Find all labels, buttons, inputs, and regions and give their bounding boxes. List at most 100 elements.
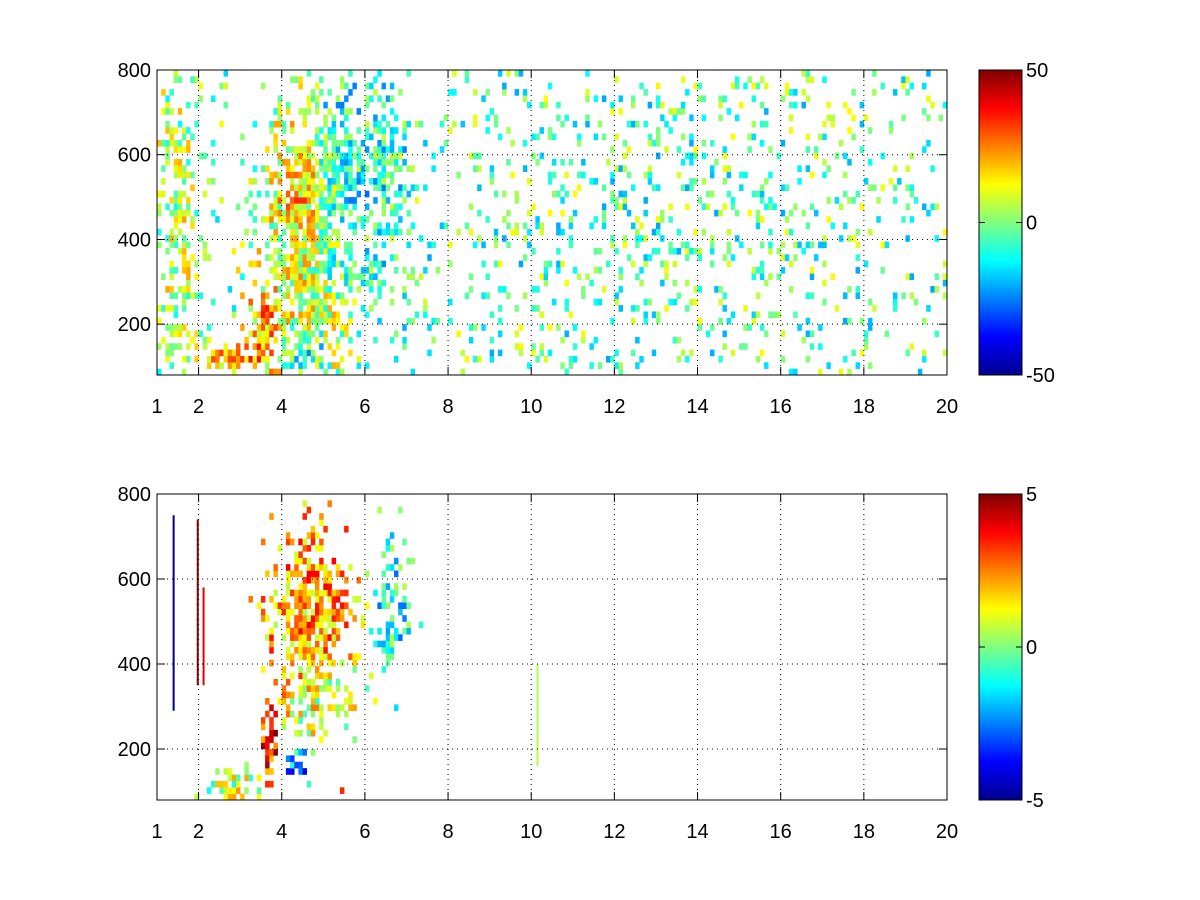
heatmap-cell xyxy=(364,190,370,198)
heatmap-cell xyxy=(581,286,586,293)
heatmap-cell xyxy=(331,197,337,204)
heatmap-cell xyxy=(414,279,420,287)
heatmap-cell xyxy=(381,583,386,590)
heatmap-cell xyxy=(344,241,349,249)
heatmap-cell xyxy=(285,615,291,622)
heatmap-cell xyxy=(922,355,927,363)
heatmap-cell xyxy=(273,139,278,147)
heatmap-cell xyxy=(730,254,736,261)
heatmap-cell xyxy=(572,190,578,198)
x-tick-label: 4 xyxy=(276,396,287,418)
heatmap-cell xyxy=(942,292,948,300)
heatmap-cell xyxy=(269,627,274,635)
heatmap-cell xyxy=(901,216,906,223)
heatmap-cell xyxy=(576,133,582,141)
heatmap-cell xyxy=(285,621,291,629)
heatmap-cell xyxy=(273,336,278,344)
heatmap-cell xyxy=(410,273,416,280)
heatmap-cell xyxy=(643,298,648,306)
heatmap-cell xyxy=(319,178,324,185)
heatmap-cell xyxy=(847,317,852,325)
heatmap-cell xyxy=(930,165,935,172)
heatmap-cell xyxy=(223,780,228,788)
heatmap-cell xyxy=(335,336,341,344)
heatmap-cell xyxy=(518,260,524,268)
heatmap-cell xyxy=(219,780,224,788)
heatmap-cell xyxy=(718,114,723,122)
heatmap-cell xyxy=(339,324,345,331)
heatmap-cell xyxy=(593,266,599,274)
heatmap-cell xyxy=(181,178,187,185)
heatmap-cell xyxy=(423,184,428,192)
heatmap-cell xyxy=(477,152,482,160)
heatmap-cell xyxy=(157,317,162,325)
heatmap-cell xyxy=(315,672,320,680)
heatmap-cell xyxy=(888,120,894,128)
heatmap-cell xyxy=(186,127,191,134)
heatmap-cell xyxy=(643,235,648,242)
heatmap-cell xyxy=(339,704,345,712)
heatmap-cell xyxy=(339,787,345,794)
heatmap-cell xyxy=(855,254,860,261)
heatmap-cell xyxy=(847,197,852,204)
heatmap-cell xyxy=(306,330,312,338)
heatmap-cell xyxy=(331,557,337,565)
heatmap-cell xyxy=(290,146,295,153)
heatmap-cell xyxy=(294,266,299,274)
heatmap-cell xyxy=(315,292,320,300)
heatmap-cell xyxy=(402,538,407,546)
heatmap-cell xyxy=(697,286,702,293)
heatmap-cell xyxy=(818,324,823,331)
heatmap-cell xyxy=(331,203,337,211)
heatmap-cell xyxy=(581,158,586,166)
heatmap-cell xyxy=(822,298,827,306)
heatmap-cell xyxy=(302,279,307,287)
heatmap-cell xyxy=(755,216,761,223)
heatmap-cell xyxy=(855,241,860,249)
heatmap-cell xyxy=(364,95,370,103)
heatmap-cell xyxy=(585,70,590,77)
heatmap-cell xyxy=(285,158,291,166)
heatmap-cell xyxy=(855,190,860,198)
heatmap-cell xyxy=(298,190,303,198)
heatmap-cell xyxy=(701,178,707,185)
heatmap-cell xyxy=(348,704,353,712)
heatmap-cell xyxy=(489,165,495,172)
heatmap-cell xyxy=(215,780,220,788)
heatmap-cell xyxy=(564,298,569,306)
heatmap-cell xyxy=(389,286,395,293)
heatmap-cell xyxy=(360,615,366,622)
heatmap-cell xyxy=(211,780,216,788)
heatmap-cell xyxy=(327,190,332,198)
heatmap-cell xyxy=(302,545,307,552)
heatmap-cell xyxy=(398,89,403,96)
heatmap-cell xyxy=(281,672,287,680)
heatmap-cell xyxy=(260,82,266,90)
heatmap-cell xyxy=(768,311,773,319)
heatmap-cell xyxy=(231,780,237,788)
heatmap-cell xyxy=(339,152,345,160)
heatmap-cell xyxy=(398,152,403,160)
heatmap-cell xyxy=(190,216,195,223)
heatmap-cell xyxy=(277,260,283,268)
heatmap-cell xyxy=(614,76,619,83)
heatmap-cell xyxy=(290,311,295,319)
heatmap-cell xyxy=(331,704,337,712)
heatmap-cell xyxy=(381,114,386,122)
heatmap-cell xyxy=(360,273,366,280)
heatmap-cell xyxy=(926,209,931,217)
heatmap-cell xyxy=(373,89,378,96)
heatmap-cell xyxy=(306,704,312,712)
heatmap-cell xyxy=(273,602,278,610)
heatmap-cell xyxy=(647,178,653,185)
heatmap-cell xyxy=(527,241,532,249)
heatmap-cell xyxy=(327,583,332,590)
heatmap-cell xyxy=(406,120,411,128)
heatmap-cell xyxy=(664,305,669,312)
heatmap-cell xyxy=(385,564,391,571)
heatmap-cell xyxy=(805,76,811,83)
heatmap-cell xyxy=(568,241,574,249)
heatmap-cell xyxy=(260,311,266,319)
heatmap-cell xyxy=(560,228,565,236)
heatmap-cell xyxy=(256,324,262,331)
